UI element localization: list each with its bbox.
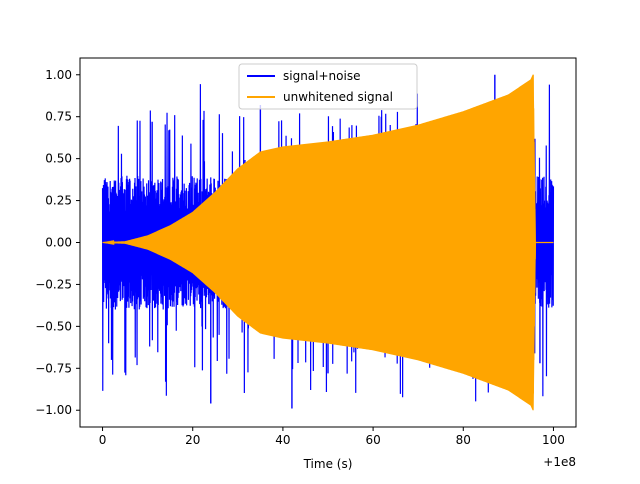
legend-label: unwhitened signal xyxy=(283,90,393,104)
x-tick-label: 80 xyxy=(456,433,471,447)
legend: signal+noise unwhitened signal xyxy=(238,63,418,110)
plot-area xyxy=(101,74,555,411)
y-tick-label: −0.25 xyxy=(35,277,72,291)
y-tick-label: −0.50 xyxy=(35,319,72,333)
x-tick-label: 40 xyxy=(275,433,290,447)
legend-box xyxy=(238,63,418,110)
x-tick-label: 0 xyxy=(99,433,107,447)
y-tick-label: 0.25 xyxy=(45,194,72,208)
x-tick-label: 60 xyxy=(365,433,380,447)
y-tick-label: −1.00 xyxy=(35,403,72,417)
x-tick-label: 100 xyxy=(542,433,565,447)
x-tick-label: 20 xyxy=(185,433,200,447)
axes: 0 20 40 60 80 100 −1.00 −0.75 −0.50 −0.25 0.00 0.25… xyxy=(35,57,577,447)
y-tick-label: 1.00 xyxy=(45,68,72,82)
y-tick-label: −0.75 xyxy=(35,361,72,375)
y-tick-label: 0.00 xyxy=(45,236,72,250)
y-tick-label: 0.75 xyxy=(45,110,72,124)
x-axis-offset-label: +1e8 xyxy=(543,455,576,469)
y-tick-label: 0.50 xyxy=(45,152,72,166)
series-unwhitened-signal-envelope xyxy=(102,74,554,411)
legend-label: signal+noise xyxy=(283,69,360,83)
x-axis-label: Time (s) xyxy=(303,457,353,471)
